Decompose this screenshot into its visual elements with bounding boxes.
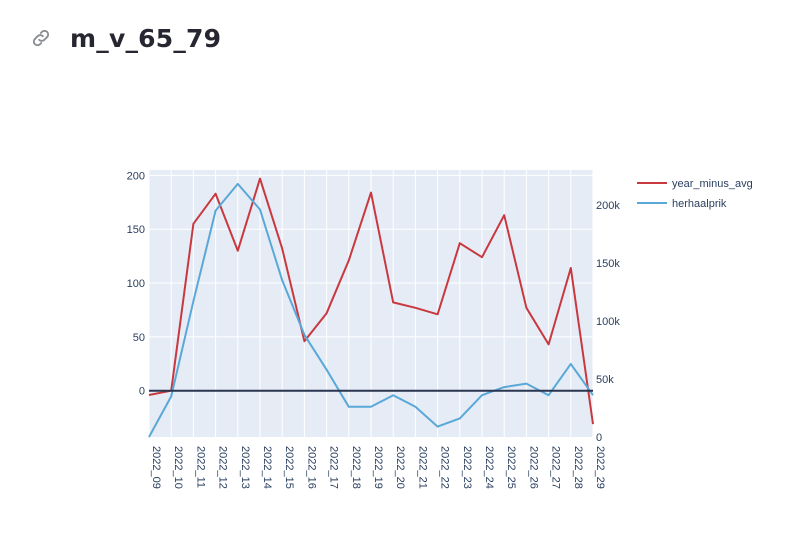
y-left-tick-label: 100 (127, 278, 145, 290)
x-tick-label: 2022_23 (461, 446, 473, 489)
x-tick-label: 2022_26 (527, 446, 539, 489)
y-right-tick-label: 200k (596, 200, 620, 212)
page-title: m_v_65_79 (70, 23, 222, 53)
y-left-tick-label: 50 (133, 332, 145, 344)
y-right-tick-label: 150k (596, 258, 620, 270)
page-header: m_v_65_79 (30, 18, 221, 58)
legend-label-herhaalprik: herhaalprik (672, 198, 727, 210)
y-right-tick-label: 0 (596, 432, 602, 444)
x-tick-label: 2022_22 (439, 446, 451, 489)
x-tick-label: 2022_18 (350, 446, 362, 489)
x-tick-label: 2022_11 (194, 446, 206, 488)
x-tick-label: 2022_19 (372, 446, 384, 489)
x-tick-label: 2022_14 (261, 446, 273, 489)
y-left-tick-label: 200 (127, 170, 145, 182)
x-tick-label: 2022_17 (328, 446, 340, 489)
x-tick-label: 2022_27 (550, 446, 562, 489)
x-tick-label: 2022_15 (283, 446, 295, 489)
x-tick-label: 2022_21 (416, 446, 428, 489)
x-tick-label: 2022_16 (305, 446, 317, 489)
x-tick-label: 2022_20 (394, 446, 406, 489)
x-tick-label: 2022_12 (217, 446, 229, 489)
x-tick-label: 2022_25 (505, 446, 517, 489)
x-tick-label: 2022_10 (172, 446, 184, 489)
y-left-tick-label: 150 (127, 224, 145, 236)
x-tick-label: 2022_13 (239, 446, 251, 489)
y-left-tick-label: 0 (139, 386, 145, 398)
x-tick-label: 2022_28 (572, 446, 584, 489)
y-right-tick-label: 100k (596, 316, 620, 328)
x-tick-label: 2022_09 (150, 446, 162, 489)
y-right-tick-label: 50k (596, 374, 614, 386)
x-tick-label: 2022_24 (483, 446, 495, 489)
link-icon[interactable] (30, 27, 52, 49)
x-tick-label: 2022_29 (594, 446, 606, 489)
legend-label-year_minus_avg: year_minus_avg (672, 178, 753, 190)
